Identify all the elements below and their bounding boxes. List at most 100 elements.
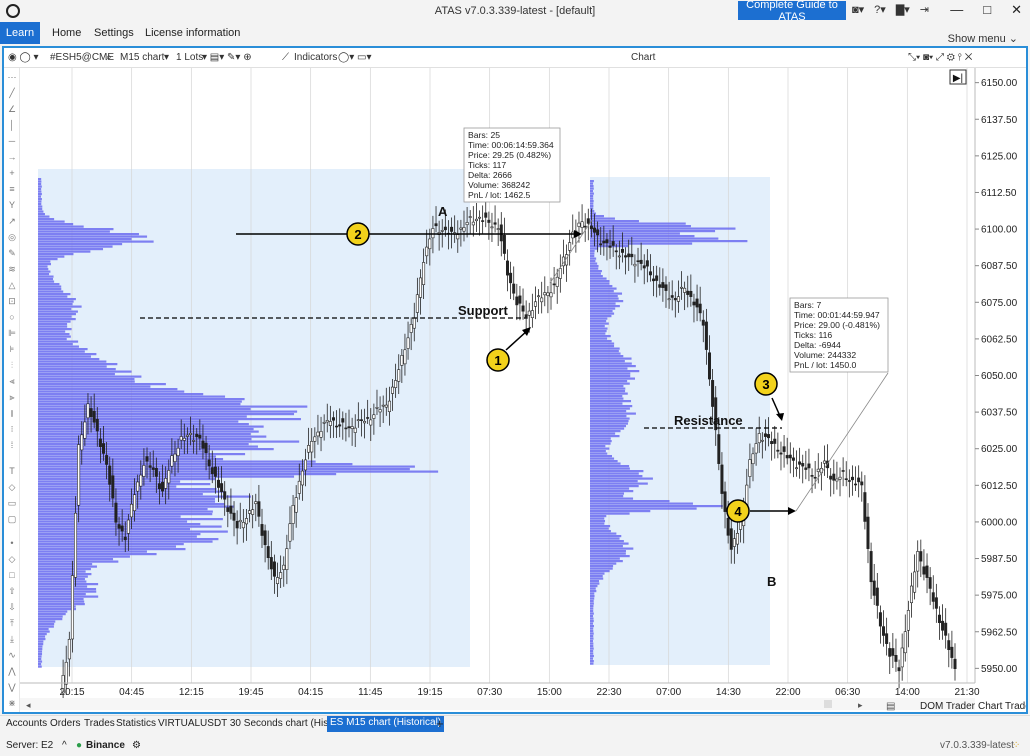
tab-accounts[interactable]: Accounts <box>6 718 48 729</box>
price-axis[interactable]: 6150.00 6137.50 6125.00 6112.50 6100.00 6087.… <box>974 68 1018 683</box>
instrument-selector[interactable]: #ESH5@CME <box>50 52 115 63</box>
line-tool-icon[interactable]: ╱ <box>9 88 15 98</box>
profile-bar <box>590 220 639 223</box>
grid-icon: ⁘ <box>1012 740 1021 751</box>
help-icon[interactable]: ?▾ <box>874 4 886 16</box>
tab-es-m15-chart[interactable]: ES M15 chart (Historical) <box>327 716 445 732</box>
dot-tool-icon[interactable]: • <box>10 538 14 548</box>
lots-chevron-icon[interactable]: ▾ ▤▾ ✎▾ ⊕ <box>202 52 252 63</box>
dom-trader-button[interactable]: DOM Trader <box>920 701 976 712</box>
price-tick-label: 5962.50 <box>981 627 1018 638</box>
candle-body <box>872 580 876 596</box>
maximize-button[interactable]: □ <box>983 2 992 17</box>
pattern-tool-icon[interactable]: ⋁ <box>8 682 16 692</box>
tab-orders[interactable]: Orders <box>50 718 81 729</box>
timeframe-selector[interactable]: M15 chart <box>120 52 165 63</box>
volume-tool-icon[interactable]: ⫶ <box>10 360 14 370</box>
fork-tool-icon[interactable]: Y <box>8 200 15 210</box>
time-axis[interactable]: 20:15 04:45 12:15 19:45 04:15 11:45 19:15 07:30… <box>20 682 980 698</box>
tag-tool-icon[interactable]: ◇ <box>8 482 16 492</box>
up-arrow-tool-icon[interactable]: ⇧ <box>8 586 16 596</box>
ruler-tool-icon[interactable]: ⊡ <box>8 296 16 306</box>
price-tick-label: 6125.00 <box>981 151 1018 162</box>
flag-icon[interactable]: ▇▾ <box>895 4 910 16</box>
channel-tool-icon[interactable]: ≡ <box>9 184 15 194</box>
chart-window-icons[interactable]: ⤡▾ ◙▾ ⤢ ⚙ ⫯ ✕ <box>908 52 973 63</box>
tab-virtualusdt-chart[interactable]: VIRTUALUSDT 30 Seconds chart (Historical… <box>158 718 359 729</box>
camera-icon[interactable]: ◙▾ <box>852 4 865 16</box>
template-icon[interactable]: ◯▾ ▭▾ <box>338 52 372 63</box>
search-icon[interactable]: ⌕ <box>106 52 112 63</box>
dotgrid-tool-icon[interactable]: ⁝ <box>10 424 14 434</box>
profile-bar <box>38 408 251 411</box>
close-button[interactable]: ✕ <box>1011 2 1022 17</box>
indicators-button[interactable]: Indicators <box>294 52 338 63</box>
chevron-down-icon[interactable]: ▾ <box>164 52 170 63</box>
settings-gear-icon[interactable]: ⚙ <box>132 740 141 751</box>
profile-tool-icon[interactable]: ⊧ <box>9 344 15 354</box>
calendar-icon[interactable]: ▤ <box>886 701 895 712</box>
add-tab-button[interactable]: + <box>436 716 444 731</box>
chart-trader-button[interactable]: Chart Trader <box>978 701 1026 712</box>
scroll-right-icon[interactable]: ▸ <box>858 700 863 710</box>
time-tick-label: 11:45 <box>358 687 383 698</box>
profile-bar <box>590 622 594 625</box>
text-tool-icon[interactable]: T <box>9 466 15 476</box>
angle-tool-icon[interactable]: ∠ <box>7 104 17 114</box>
horizontal-scrollbar[interactable]: ◂ ▸ ▤ DOM Trader Chart Trader <box>20 698 1026 712</box>
arrow-tool-icon[interactable]: → <box>7 152 17 162</box>
exchange-status[interactable]: Binance <box>86 740 125 751</box>
vline-tool-icon[interactable]: │ <box>9 120 15 130</box>
pencil-tool-icon[interactable]: ✎ <box>8 248 16 258</box>
ray-tool-icon[interactable]: ↗ <box>8 216 16 226</box>
indicators-icon[interactable]: ⟋ <box>282 52 289 63</box>
rect-tool-icon[interactable]: ▭ <box>7 498 17 508</box>
dots-icon[interactable]: ⋯ <box>7 72 17 82</box>
price-tick-label: 6087.50 <box>981 261 1018 272</box>
profile-bar <box>38 403 241 406</box>
tab-statistics[interactable]: Statistics <box>116 718 157 729</box>
range-tool-icon[interactable]: ⫷ <box>9 376 15 386</box>
square-tool-icon[interactable]: □ <box>9 570 15 580</box>
cross-tool-icon[interactable]: + <box>9 168 15 178</box>
bracket-tool-icon[interactable]: ⫾ <box>10 408 14 418</box>
scroll-left-icon[interactable]: ◂ <box>26 700 31 710</box>
hline-tool-icon[interactable]: ─ <box>8 136 16 146</box>
menu-license[interactable]: License information <box>145 27 241 39</box>
target-tool-icon[interactable]: ◎ <box>8 232 16 242</box>
minimize-button[interactable]: — <box>950 2 964 17</box>
fib-tool-icon[interactable]: ≋ <box>8 264 16 274</box>
server-status[interactable]: Server: E2 <box>6 740 54 751</box>
scroll-to-end-button[interactable]: ▶| <box>949 69 967 85</box>
elliott-tool-icon[interactable]: ⋇ <box>8 698 16 708</box>
complete-guide-button[interactable]: Complete Guide to ATAS <box>738 0 846 23</box>
sort-up-tool-icon[interactable]: ⤒ <box>10 618 14 628</box>
sort-down-tool-icon[interactable]: ⤓ <box>10 634 14 644</box>
diamond-tool-icon[interactable]: ◇ <box>8 554 16 564</box>
chevron-up-icon[interactable]: ^ <box>62 740 67 751</box>
wave-tool-icon[interactable]: ∿ <box>8 650 16 660</box>
show-menu-button[interactable]: Show menu ⌄ <box>947 33 1018 45</box>
menu-settings[interactable]: Settings <box>94 27 134 39</box>
cluster-tool-icon[interactable]: ⫸ <box>9 392 15 402</box>
profile-bar <box>38 515 181 518</box>
rounded-rect-icon[interactable]: ▢ <box>7 514 17 524</box>
down-arrow-tool-icon[interactable]: ⇩ <box>8 602 16 612</box>
scroll-thumb[interactable] <box>824 700 832 708</box>
profile-bar <box>590 470 644 473</box>
arrow-1-head <box>522 327 531 336</box>
pin-icon[interactable]: ⇥ <box>919 4 930 16</box>
learn-tab[interactable]: Learn <box>0 22 40 44</box>
levels-tool-icon[interactable]: ⊫ <box>8 328 16 338</box>
triangle-tool-icon[interactable]: △ <box>8 280 16 290</box>
price-chart[interactable]: Support Resistance A B 1 2 3 4 <box>20 68 1026 712</box>
circle-tool-icon[interactable]: ○ <box>9 312 15 322</box>
profile-bar <box>38 343 73 346</box>
tab-trades[interactable]: Trades <box>84 718 115 729</box>
more-tool-icon[interactable]: ⁞ <box>10 440 14 450</box>
candle-body <box>636 260 640 263</box>
zigzag-tool-icon[interactable]: ⋀ <box>8 666 16 676</box>
menu-home[interactable]: Home <box>52 27 82 39</box>
lots-selector[interactable]: 1 Lots <box>176 52 204 63</box>
candle-body <box>642 265 646 269</box>
